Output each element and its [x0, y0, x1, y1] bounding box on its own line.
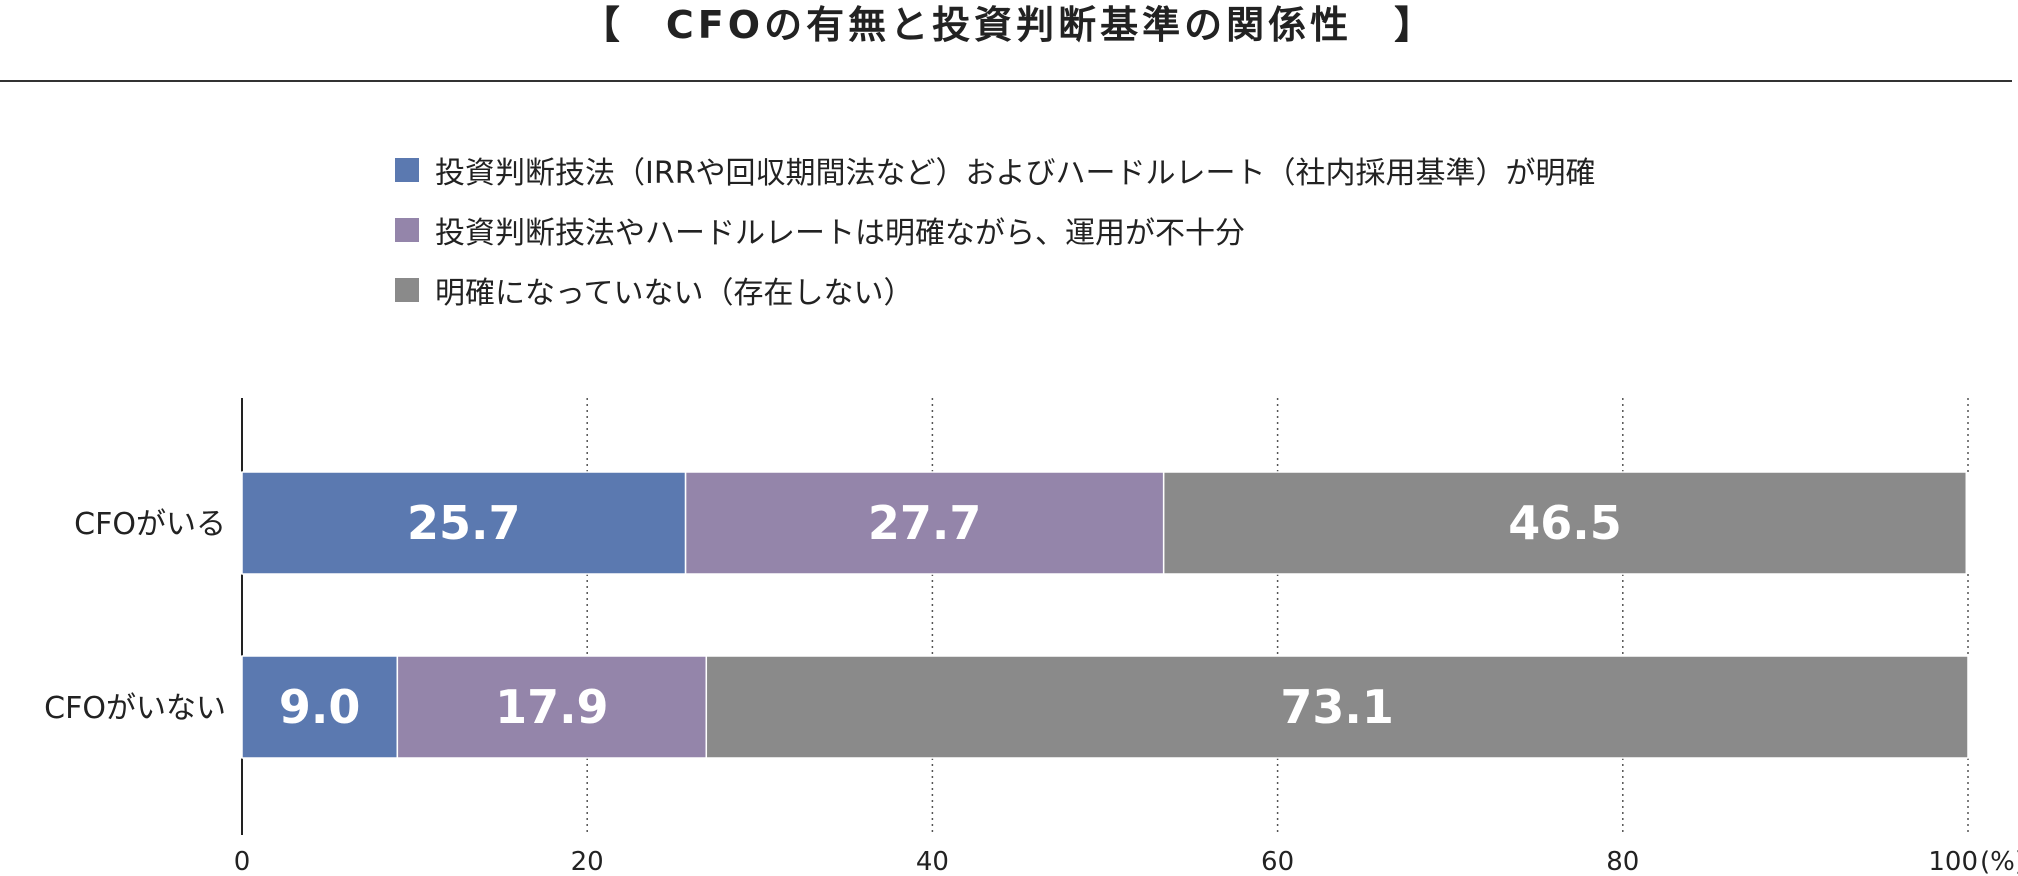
legend-label-series3: 明確になっていない（存在しない）: [435, 276, 914, 311]
bar-segment: [241, 471, 687, 575]
x-tick-label: 80: [1606, 847, 1639, 876]
data-label: 27.7: [868, 496, 982, 550]
bar-segment: [396, 655, 708, 759]
data-label: 25.7: [407, 496, 521, 550]
bar-segment: [705, 655, 1969, 759]
legend-swatch-series3: [395, 278, 419, 302]
bar-segment: [241, 655, 399, 759]
data-label: 17.9: [495, 680, 609, 734]
legend-item: 投資判断技法（IRRや回収期間法など）およびハードルレート（社内採用基準）が明確: [395, 140, 1596, 200]
category-label: CFOがいない: [44, 691, 226, 726]
x-tick-label: 60: [1261, 847, 1294, 876]
x-unit-label: (%): [1980, 847, 2018, 876]
data-label: 73.1: [1280, 680, 1394, 734]
x-tick-label: 100: [1928, 847, 1978, 876]
x-tick-label: 40: [916, 847, 949, 876]
data-label: 46.5: [1508, 496, 1622, 550]
legend-item: 明確になっていない（存在しない）: [395, 260, 1596, 320]
x-tick-label: 0: [234, 847, 251, 876]
bar-segment: [684, 471, 1165, 575]
title-divider: [0, 80, 2012, 82]
legend-swatch-series2: [395, 218, 419, 242]
x-tick-label: 20: [571, 847, 604, 876]
bar-segment: [1162, 471, 1968, 575]
legend: 投資判断技法（IRRや回収期間法など）およびハードルレート（社内採用基準）が明確…: [395, 140, 1596, 320]
legend-item: 投資判断技法やハードルレートは明確ながら、運用が不十分: [395, 200, 1596, 260]
legend-label-series2: 投資判断技法やハードルレートは明確ながら、運用が不十分: [435, 216, 1245, 251]
data-label: 9.0: [279, 680, 361, 734]
legend-swatch-series1: [395, 158, 419, 182]
chart-title: 【 CFOの有無と投資判断基準の関係性 】: [581, 3, 1437, 47]
category-label: CFOがいる: [74, 507, 226, 542]
legend-label-series1: 投資判断技法（IRRや回収期間法など）およびハードルレート（社内採用基準）が明確: [435, 156, 1596, 191]
